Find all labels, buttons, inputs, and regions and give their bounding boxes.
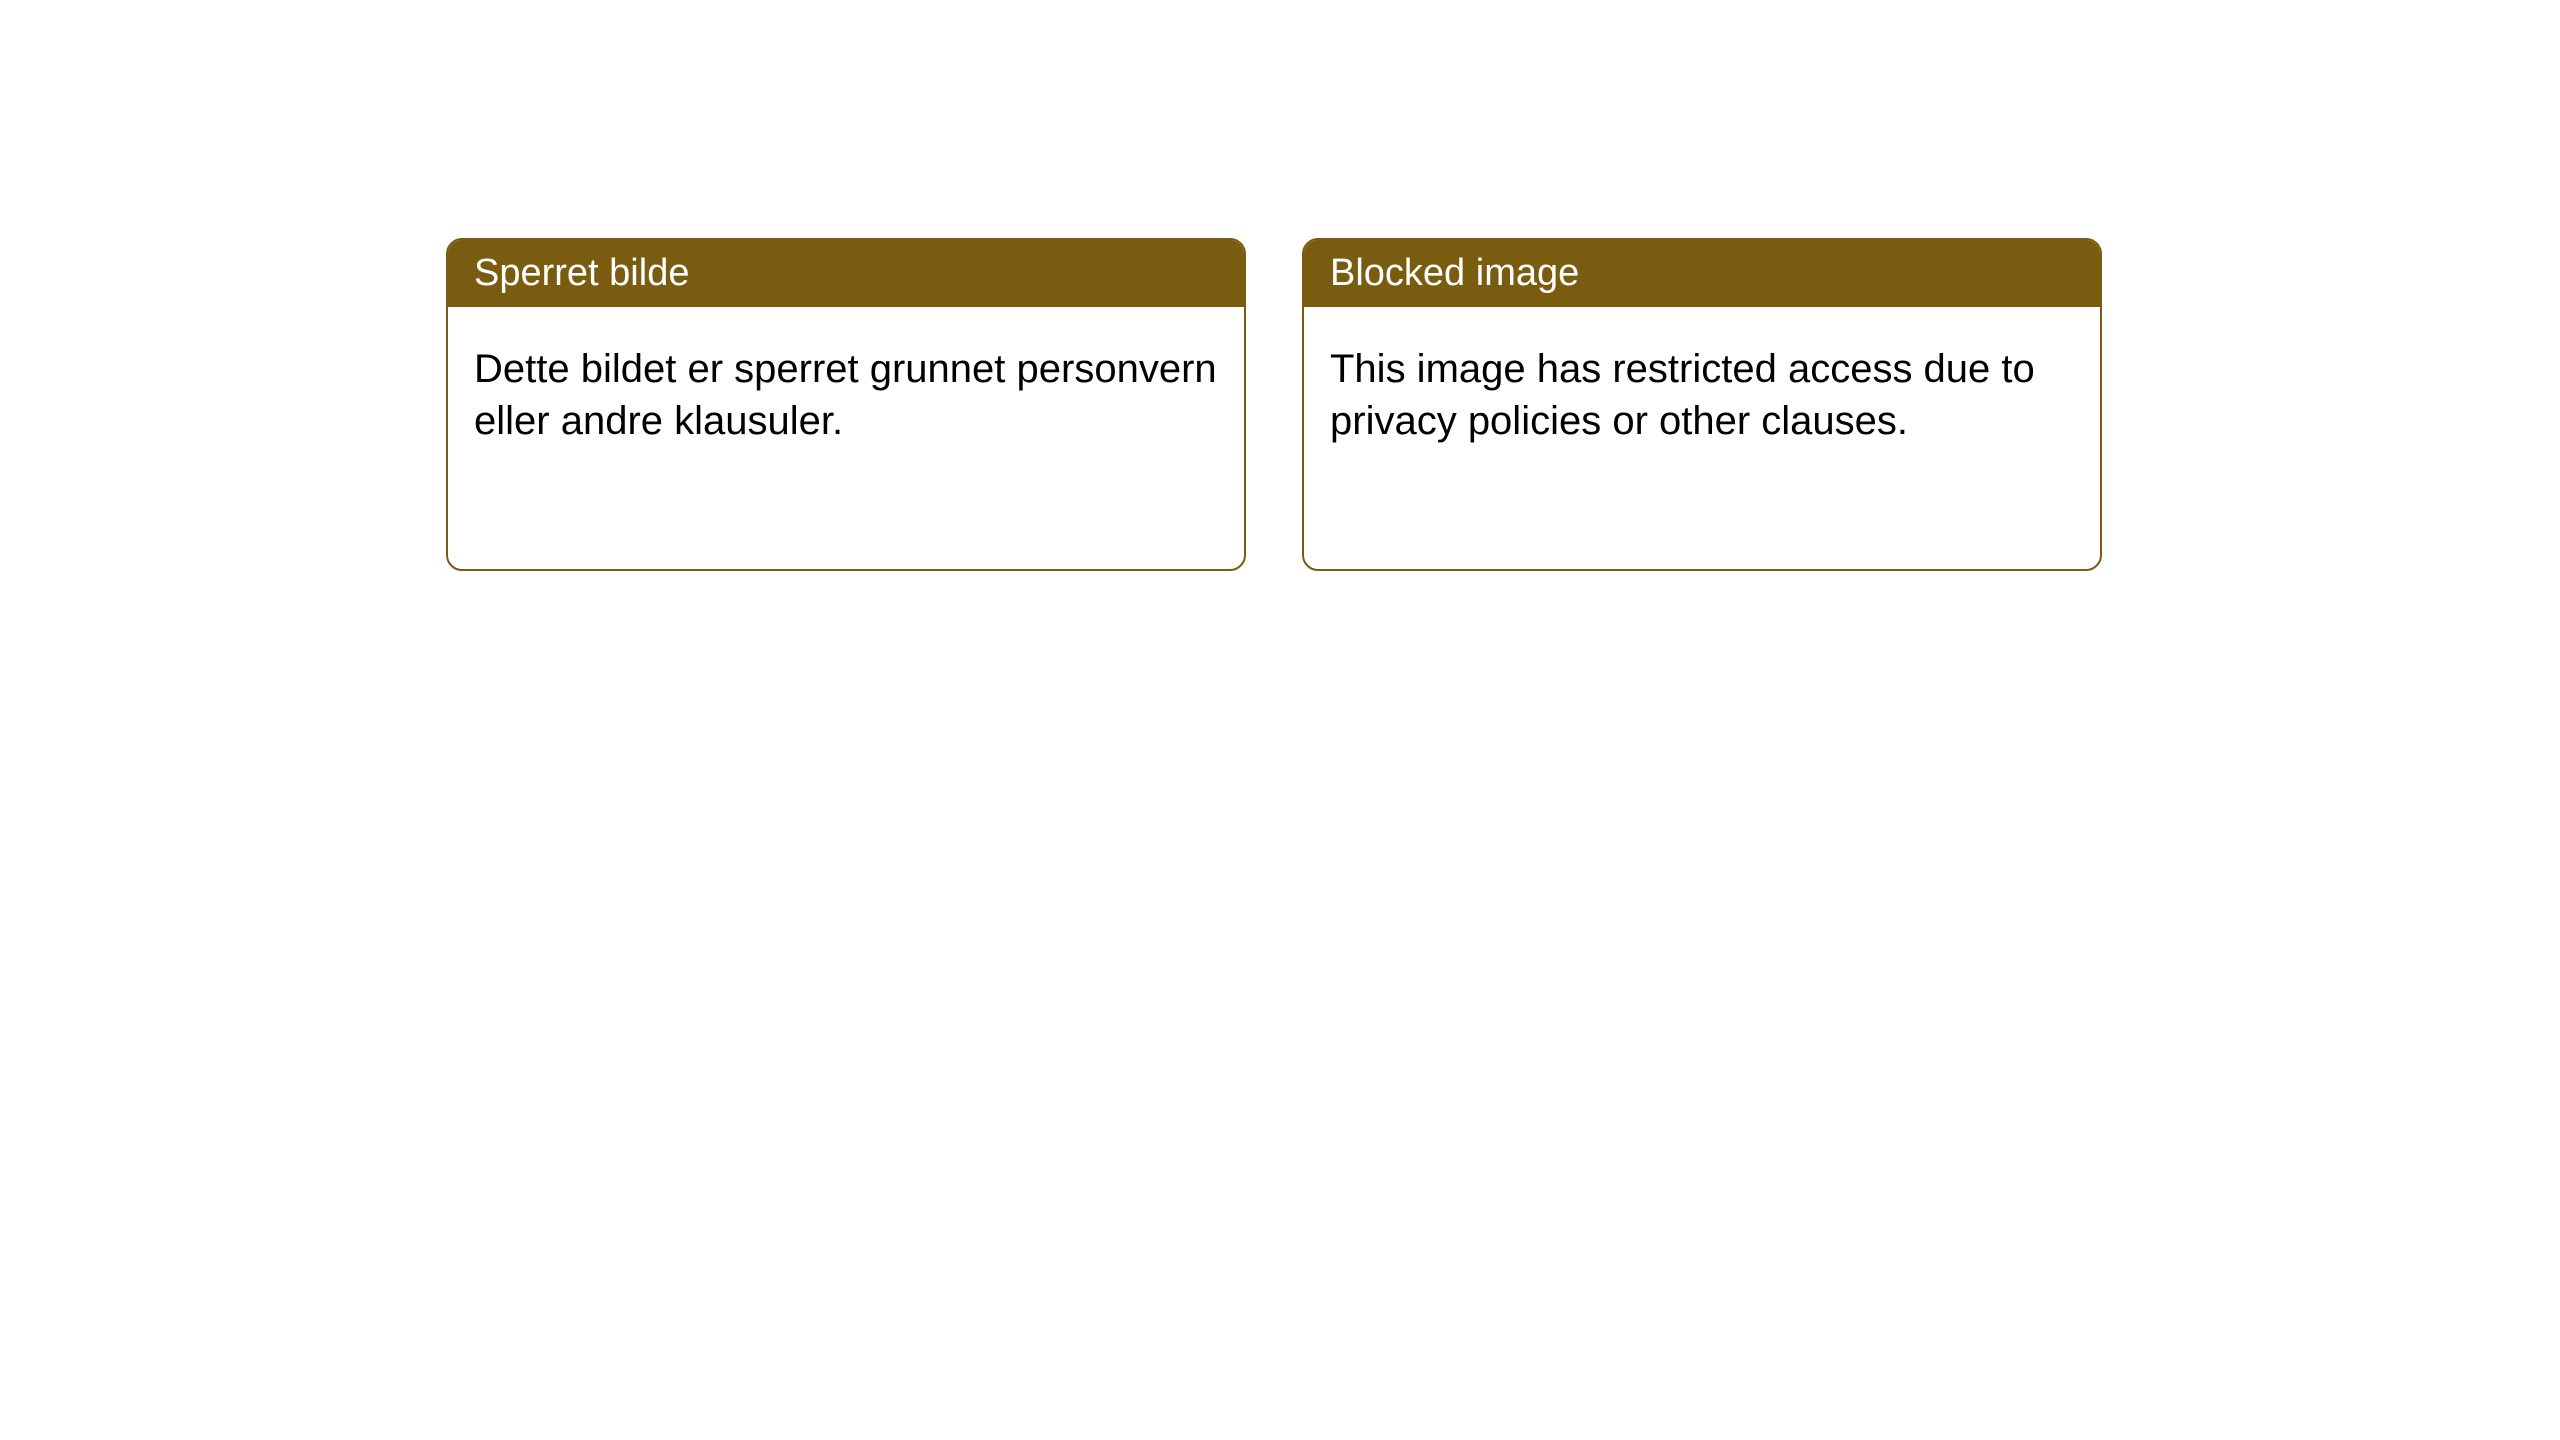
- card-text-no: Dette bildet er sperret grunnet personve…: [474, 347, 1217, 443]
- card-header-en: Blocked image: [1304, 240, 2100, 307]
- card-body-en: This image has restricted access due to …: [1304, 307, 2100, 483]
- card-title-en: Blocked image: [1330, 252, 1579, 294]
- card-header-no: Sperret bilde: [448, 240, 1244, 307]
- notice-container: Sperret bilde Dette bildet er sperret gr…: [446, 238, 2102, 571]
- notice-card-no: Sperret bilde Dette bildet er sperret gr…: [446, 238, 1246, 571]
- card-text-en: This image has restricted access due to …: [1330, 347, 2035, 443]
- card-title-no: Sperret bilde: [474, 252, 689, 294]
- card-body-no: Dette bildet er sperret grunnet personve…: [448, 307, 1244, 483]
- notice-card-en: Blocked image This image has restricted …: [1302, 238, 2102, 571]
